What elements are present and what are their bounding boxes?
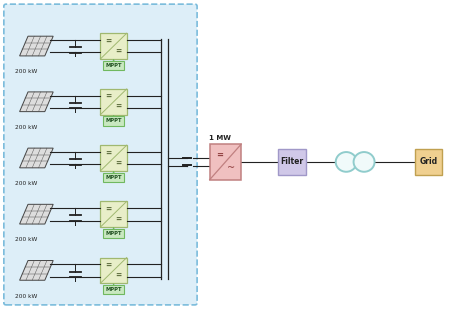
FancyBboxPatch shape	[279, 149, 306, 175]
Text: ~: ~	[227, 163, 235, 173]
FancyBboxPatch shape	[415, 149, 442, 175]
FancyBboxPatch shape	[100, 89, 127, 115]
Text: 200 kW: 200 kW	[15, 69, 37, 74]
FancyBboxPatch shape	[100, 201, 127, 227]
Text: 1 MW: 1 MW	[209, 135, 231, 141]
Text: =: =	[116, 158, 122, 168]
FancyBboxPatch shape	[103, 61, 124, 70]
FancyBboxPatch shape	[100, 33, 127, 59]
Text: Grid: Grid	[419, 158, 438, 166]
Text: MPPT: MPPT	[105, 287, 122, 292]
Text: 200 kW: 200 kW	[15, 125, 37, 130]
Text: =: =	[116, 271, 122, 280]
Polygon shape	[19, 36, 53, 56]
FancyBboxPatch shape	[4, 4, 197, 305]
Text: =: =	[105, 92, 111, 101]
Text: MPPT: MPPT	[105, 231, 122, 236]
Polygon shape	[19, 204, 53, 224]
FancyBboxPatch shape	[210, 144, 241, 180]
FancyBboxPatch shape	[100, 258, 127, 283]
Circle shape	[336, 152, 357, 172]
FancyBboxPatch shape	[103, 116, 124, 126]
Circle shape	[354, 152, 374, 172]
Text: MPPT: MPPT	[105, 119, 122, 124]
FancyBboxPatch shape	[103, 229, 124, 238]
FancyBboxPatch shape	[103, 285, 124, 294]
Text: 200 kW: 200 kW	[15, 181, 37, 186]
Text: =: =	[105, 261, 111, 270]
Text: =: =	[116, 46, 122, 56]
Text: MPPT: MPPT	[105, 63, 122, 68]
Text: =: =	[105, 205, 111, 214]
Polygon shape	[19, 92, 53, 112]
Text: Filter: Filter	[281, 158, 304, 166]
FancyBboxPatch shape	[100, 145, 127, 171]
Text: =: =	[216, 151, 223, 160]
Text: =: =	[116, 215, 122, 224]
Text: 200 kW: 200 kW	[15, 294, 37, 299]
Polygon shape	[19, 148, 53, 168]
Text: MPPT: MPPT	[105, 175, 122, 180]
Text: =: =	[105, 149, 111, 158]
Text: =: =	[116, 102, 122, 111]
Polygon shape	[19, 261, 53, 280]
FancyBboxPatch shape	[103, 173, 124, 182]
Text: 200 kW: 200 kW	[15, 237, 37, 242]
Text: =: =	[105, 37, 111, 46]
